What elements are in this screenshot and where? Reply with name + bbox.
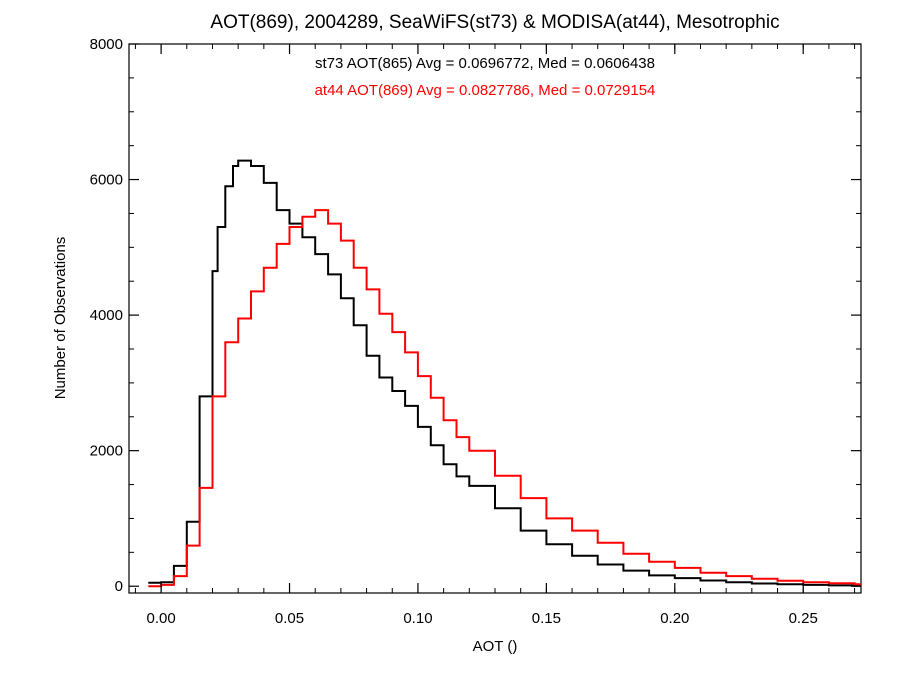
x-axis-ticks: 0.00 0.05 0.10 0.15 0.20 0.25 bbox=[134, 44, 856, 627]
annotation-st73: st73 AOT(865) Avg = 0.0696772, Med = 0.0… bbox=[315, 55, 655, 72]
x-axis-label: AOT () bbox=[473, 638, 518, 655]
x-tick-label: 0.15 bbox=[532, 610, 561, 627]
x-tick-label: 0.00 bbox=[147, 610, 176, 627]
y-tick-label: 2000 bbox=[90, 443, 123, 460]
series-layer bbox=[148, 159, 861, 588]
y-tick-label: 8000 bbox=[90, 36, 123, 53]
chart-title: AOT(869), 2004289, SeaWiFS(st73) & MODIS… bbox=[210, 12, 779, 33]
annotation-at44: at44 AOT(869) Avg = 0.0827786, Med = 0.0… bbox=[315, 82, 656, 99]
series-line-0 bbox=[148, 159, 861, 587]
x-tick-label: 0.20 bbox=[660, 610, 689, 627]
plot-area: 0.00 0.05 0.10 0.15 0.20 0.25 0 2000 4000 6000 80… bbox=[90, 36, 862, 627]
x-tick-label: 0.05 bbox=[275, 610, 304, 627]
x-tick-label: 0.10 bbox=[403, 610, 432, 627]
x-tick-label: 0.25 bbox=[789, 610, 818, 627]
y-tick-label: 4000 bbox=[90, 307, 123, 324]
y-axis-label: Number of Observations bbox=[52, 237, 69, 400]
y-tick-label: 6000 bbox=[90, 172, 123, 189]
series-line-1 bbox=[148, 209, 861, 588]
y-axis-ticks: 0 2000 4000 6000 8000 bbox=[90, 36, 861, 595]
y-tick-label: 0 bbox=[115, 578, 123, 595]
